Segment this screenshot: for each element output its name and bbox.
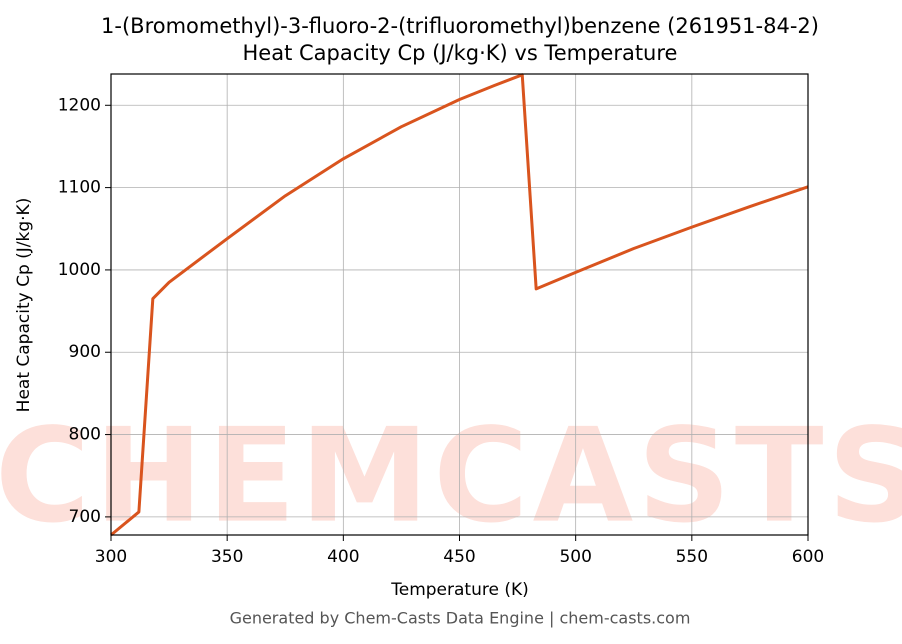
x-tick-label: 550 <box>676 547 708 567</box>
y-tick-label: 900 <box>69 342 101 362</box>
x-tick-label: 500 <box>559 547 591 567</box>
x-tick-label: 350 <box>211 547 243 567</box>
y-tick-label: 1200 <box>58 95 101 115</box>
y-axis-label: Heat Capacity Cp (J/kg·K) <box>14 198 34 413</box>
x-tick-label: 400 <box>327 547 359 567</box>
x-axis-label: Temperature (K) <box>390 580 529 600</box>
watermark: CHEMCASTS <box>0 400 902 552</box>
data-line <box>110 73 809 537</box>
y-tick-label: 800 <box>69 425 101 445</box>
x-tick-label: 450 <box>443 547 475 567</box>
y-tick-label: 700 <box>69 507 101 527</box>
chart-subtitle: Heat Capacity Cp (J/kg·K) vs Temperature <box>243 41 678 65</box>
x-tick-label: 600 <box>792 547 824 567</box>
plot-frame <box>110 73 809 536</box>
chart-title: 1-(Bromomethyl)-3-fluoro-2-(trifluoromet… <box>101 14 819 38</box>
footer: Generated by Chem-Casts Data Engine | ch… <box>230 609 691 628</box>
y-tick-label: 1000 <box>58 260 101 280</box>
x-tick-label: 300 <box>95 547 127 567</box>
y-tick-label: 1100 <box>58 178 101 198</box>
